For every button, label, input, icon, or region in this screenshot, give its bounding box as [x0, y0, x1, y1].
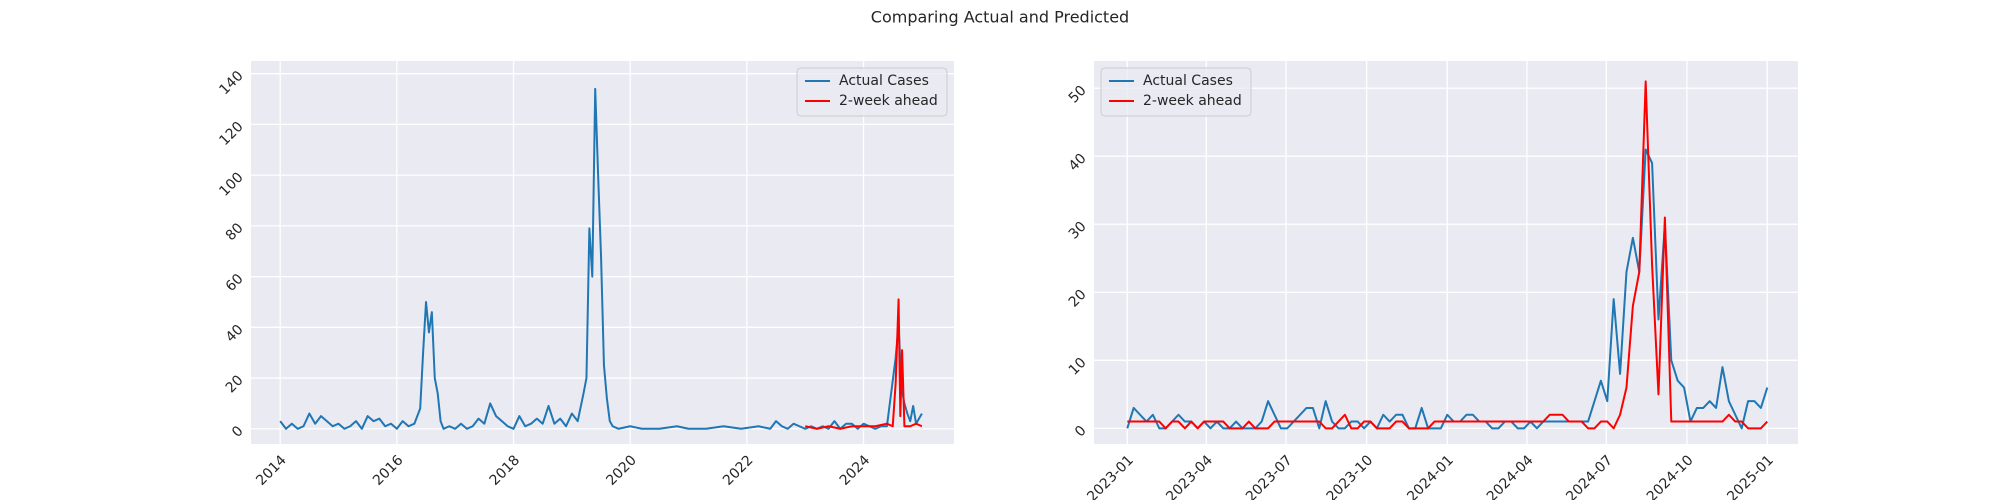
x-tick-label: 2024-04	[1484, 452, 1537, 500]
series-line	[805, 298, 923, 430]
plot-area	[251, 61, 954, 444]
figure-title: Comparing Actual and Predicted	[871, 8, 1129, 27]
legend-label: Actual Cases	[1143, 73, 1233, 89]
legend-label: 2-week ahead	[839, 93, 938, 109]
subplot: 0 20 40 60 80 100 120 140 2014 2016 2018 2020 2022 20…	[216, 61, 954, 489]
x-tick-label: 2023-07	[1243, 452, 1296, 500]
x-tick-label: 2024-10	[1644, 452, 1697, 500]
x-tick-label: 2023-01	[1084, 452, 1137, 500]
x-tick-label: 2023-04	[1163, 452, 1216, 500]
x-tick-label: 2024-07	[1563, 452, 1616, 500]
legend-label: Actual Cases	[839, 73, 929, 89]
x-tick-label: 2016	[370, 452, 407, 489]
y-tick-label: 140	[216, 68, 246, 98]
y-tick-label: 100	[216, 169, 246, 199]
series-line	[1126, 148, 1769, 430]
x-tick-label: 2020	[603, 452, 640, 489]
y-tick-label: 0	[1072, 423, 1090, 441]
y-tick-label: 10	[1066, 355, 1090, 379]
y-tick-label: 120	[216, 119, 246, 149]
x-tick-label: 2018	[487, 452, 524, 489]
x-tick-label: 2024	[837, 452, 874, 489]
x-tick-label: 2014	[253, 452, 290, 489]
y-tick-label: 50	[1066, 83, 1090, 107]
y-tick-label: 40	[223, 322, 247, 346]
y-tick-label: 60	[223, 271, 247, 295]
plot-area	[1094, 61, 1798, 444]
x-tick-label: 2025-01	[1724, 452, 1777, 500]
x-tick-label: 2023-10	[1324, 452, 1377, 500]
series-line	[279, 87, 923, 430]
legend: Actual Cases 2-week ahead	[1100, 67, 1252, 117]
y-tick-label: 20	[223, 372, 247, 396]
legend-box	[796, 67, 948, 117]
y-tick-label: 20	[1066, 287, 1090, 311]
legend: Actual Cases 2-week ahead	[796, 67, 948, 117]
legend-label: 2-week ahead	[1143, 93, 1242, 109]
legend-box	[1100, 67, 1252, 117]
y-tick-label: 80	[223, 220, 247, 244]
y-tick-label: 0	[229, 423, 247, 441]
x-tick-label: 2024-01	[1404, 452, 1457, 500]
series-line	[1127, 80, 1769, 430]
y-tick-label: 30	[1066, 219, 1090, 243]
x-tick-label: 2022	[720, 452, 757, 489]
y-tick-label: 40	[1066, 151, 1090, 175]
subplot: 0 10 20 30 40 50 2023-01 2023-04 2023-07 2023-10 2…	[1066, 61, 1798, 500]
